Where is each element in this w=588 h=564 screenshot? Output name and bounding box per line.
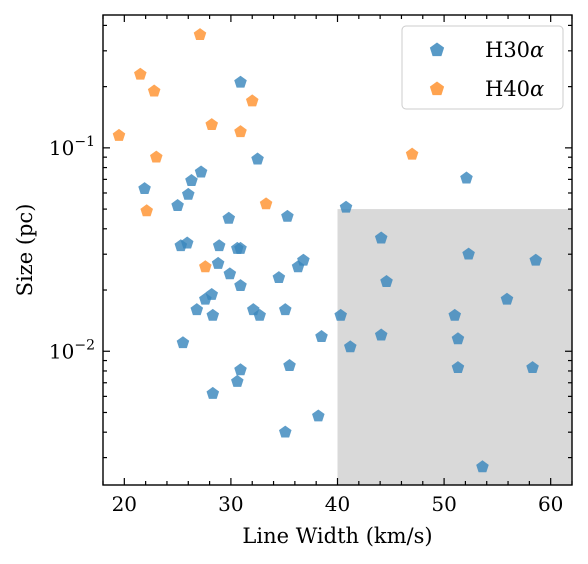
data-point-series-0-31: [344, 340, 357, 353]
data-point-series-0-16: [211, 256, 225, 269]
x-axis-label: Line Width (km/s): [242, 524, 432, 548]
data-point-series-0-48: [278, 425, 292, 438]
data-point-series-0-3: [185, 174, 198, 186]
data-point-series-0-10: [460, 171, 473, 184]
data-point-series-0-38: [500, 292, 514, 305]
data-point-series-0-46: [206, 386, 220, 399]
data-point-series-0-45: [231, 374, 244, 387]
data-point-series-0-28: [278, 303, 292, 316]
data-point-series-0-43: [283, 359, 296, 371]
y-tick-label: 10−1: [49, 134, 95, 160]
data-point-series-0-47: [312, 409, 325, 422]
data-point-series-0-24: [190, 303, 204, 316]
data-point-series-1-11: [199, 260, 212, 273]
data-point-series-1-2: [147, 84, 161, 97]
data-point-series-0-1: [251, 152, 264, 165]
data-point-series-0-30: [315, 330, 328, 342]
data-point-series-1-4: [205, 118, 218, 131]
data-point-series-0-6: [171, 199, 184, 211]
data-point-series-0-13: [212, 239, 226, 252]
data-point-series-0-17: [223, 267, 237, 280]
data-point-series-1-6: [112, 128, 126, 141]
shaded-region: [337, 209, 572, 486]
legend-label-1: H40α: [485, 77, 544, 101]
data-point-series-0-2: [194, 165, 208, 178]
data-point-series-0-21: [234, 279, 247, 292]
axis-ticks: [102, 15, 573, 485]
legend-marker-0: [429, 42, 445, 57]
legend-marker-1: [429, 81, 445, 96]
data-point-series-0-27: [253, 308, 266, 321]
y-axis-label: Size (pc): [13, 204, 37, 297]
data-point-series-0-32: [374, 231, 388, 244]
data-point-series-1-1: [134, 67, 147, 80]
data-point-series-0-23: [199, 292, 212, 305]
data-point-series-0-12: [174, 239, 188, 252]
data-point-series-0-29: [176, 336, 190, 349]
data-point-series-1-9: [259, 197, 273, 210]
data-point-series-0-40: [451, 332, 465, 345]
data-point-series-1-3: [245, 94, 259, 107]
data-point-series-0-39: [448, 308, 462, 321]
y-tick-label: 10−2: [49, 337, 95, 363]
data-point-series-1-10: [140, 204, 153, 217]
axis-tick-labels: 20 30 40 50 60 10−2 10−1: [49, 134, 564, 516]
x-tick-label: 60: [538, 492, 563, 516]
data-point-series-0-49: [476, 460, 489, 473]
data-point-series-0-35: [374, 328, 388, 341]
data-point-series-1-5: [234, 125, 247, 138]
data-point-series-0-0: [234, 75, 247, 88]
data-point-series-1-8: [405, 147, 419, 160]
data-point-series-0-15: [234, 241, 247, 254]
data-point-series-0-20: [272, 271, 286, 284]
x-tick-label: 30: [218, 492, 243, 516]
plot-area: [102, 14, 573, 486]
data-point-series-0-42: [526, 361, 539, 374]
data-point-series-0-19: [297, 253, 310, 266]
x-tick-label: 20: [112, 492, 137, 516]
data-point-series-0-44: [234, 363, 247, 376]
x-tick-label: 40: [325, 492, 350, 516]
legend-label-0: H30α: [485, 38, 544, 62]
x-tick-label: 50: [431, 492, 456, 516]
data-point-series-0-4: [138, 182, 151, 195]
data-point-series-1-0: [193, 28, 207, 41]
data-point-series-1-7: [150, 150, 163, 163]
data-point-series-0-41: [451, 361, 465, 374]
data-point-series-0-36: [462, 247, 475, 260]
data-point-series-0-25: [206, 308, 220, 321]
legend: H30α H40α: [401, 25, 564, 110]
data-point-series-0-5: [182, 187, 195, 200]
data-point-series-0-7: [222, 211, 236, 224]
data-point-series-0-34: [334, 308, 347, 321]
data-point-series-0-9: [339, 200, 353, 213]
data-point-series-0-8: [281, 209, 294, 222]
data-point-series-0-37: [529, 253, 543, 266]
data-point-series-0-33: [380, 275, 393, 287]
